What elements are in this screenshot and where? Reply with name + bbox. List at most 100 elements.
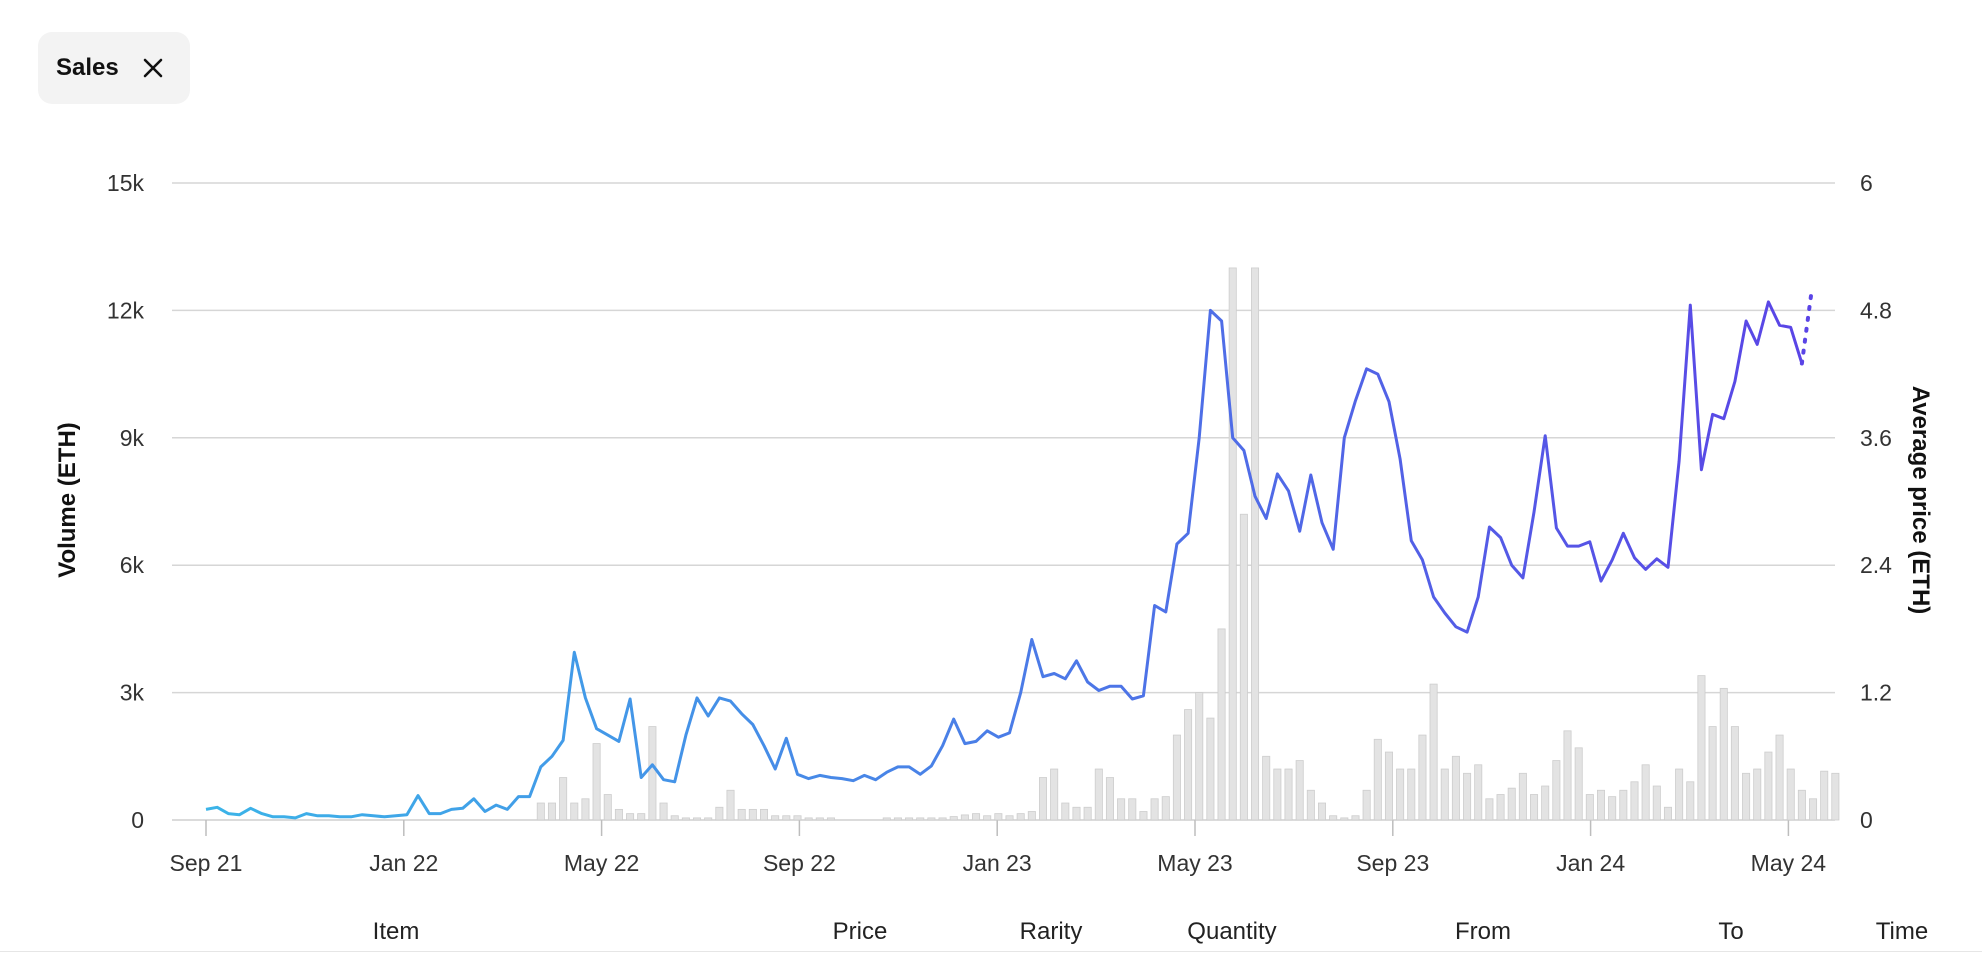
- volume-bar: [592, 743, 601, 821]
- volume-bar: [1284, 768, 1293, 821]
- volume-bar: [1775, 734, 1784, 821]
- volume-bar: [1083, 806, 1092, 821]
- volume-bar: [1172, 734, 1181, 821]
- volume-bar: [570, 802, 579, 821]
- volume-bar: [793, 815, 802, 821]
- volume-bar: [882, 817, 891, 821]
- sales-chart: 0 0 3k 1.2 6k 2.4 9k 3.6 12k 4.8 15k 6 Sep 21 Jan 22 M…: [54, 170, 1934, 876]
- column-header-price[interactable]: Price: [832, 918, 888, 945]
- volume-bar: [1686, 781, 1695, 821]
- volume-bar: [726, 789, 735, 821]
- volume-bar: [1608, 796, 1617, 821]
- volume-bar: [1530, 794, 1539, 821]
- volume-bar: [559, 777, 568, 821]
- volume-bar: [1384, 751, 1393, 821]
- volume-bar: [1072, 806, 1081, 821]
- volume-bar: [1630, 781, 1639, 821]
- table-header-divider: [0, 951, 1982, 952]
- volume-bar: [1251, 267, 1260, 821]
- y-right-tick-label: 6: [1860, 170, 1873, 196]
- y-right-tick-label: 3.6: [1860, 425, 1892, 451]
- volume-bar: [637, 813, 646, 821]
- volume-bar: [1451, 755, 1460, 821]
- volume-bar: [1329, 815, 1338, 821]
- volume-bar: [1206, 717, 1215, 821]
- volume-bar: [1764, 751, 1773, 821]
- volume-bar: [826, 817, 835, 821]
- volume-bar: [547, 802, 556, 821]
- column-header-quantity[interactable]: Quantity: [1187, 918, 1277, 945]
- volume-bar: [960, 814, 969, 821]
- volume-bar: [1184, 709, 1193, 821]
- x-tick-label: Sep 22: [763, 850, 836, 876]
- y-left-tick-label: 0: [131, 807, 144, 833]
- volume-bar: [782, 815, 791, 821]
- x-tick-label: Jan 23: [963, 850, 1032, 876]
- volume-bar: [670, 815, 679, 821]
- volume-bar: [1697, 675, 1706, 821]
- y-left-tick-label: 9k: [120, 425, 145, 451]
- volume-bar: [1396, 768, 1405, 821]
- volume-bar: [1597, 789, 1606, 821]
- column-header-rarity[interactable]: Rarity: [1019, 918, 1083, 945]
- y-right-tick-label: 1.2: [1860, 680, 1892, 706]
- volume-bar: [1619, 789, 1628, 821]
- volume-bar: [1005, 815, 1014, 821]
- y-right-tick-label: 0: [1860, 807, 1873, 833]
- volume-bar: [1474, 764, 1483, 821]
- column-header-from[interactable]: From: [1455, 918, 1511, 945]
- volume-bar: [1139, 811, 1148, 821]
- volume-bar: [1306, 789, 1315, 821]
- volume-bar: [1039, 777, 1048, 821]
- volume-bar: [748, 808, 757, 821]
- volume-bar: [1094, 768, 1103, 821]
- volume-bar: [1730, 726, 1739, 821]
- average-price-line: [205, 300, 1804, 820]
- volume-bar: [1541, 785, 1550, 821]
- volume-bar: [1295, 760, 1304, 821]
- volume-bar: [581, 798, 590, 821]
- volume-bar: [1150, 798, 1159, 821]
- column-header-to[interactable]: To: [1718, 918, 1744, 945]
- volume-bar: [893, 817, 902, 821]
- volume-bar: [1128, 798, 1137, 821]
- volume-bar: [905, 817, 914, 821]
- volume-bar: [704, 817, 713, 821]
- x-tick-label: May 22: [564, 850, 639, 876]
- x-tick-label: May 23: [1157, 850, 1232, 876]
- volume-bar: [1663, 806, 1672, 821]
- volume-bar: [693, 817, 702, 821]
- volume-bar: [1675, 768, 1684, 821]
- column-header-item[interactable]: Item: [372, 918, 420, 945]
- volume-bar: [603, 794, 612, 821]
- volume-bar: [1217, 628, 1226, 821]
- volume-bar: [1820, 770, 1829, 821]
- x-tick-label: May 24: [1751, 850, 1827, 876]
- volume-bar: [737, 808, 746, 821]
- y-axis-right-title: Average price (ETH): [1907, 386, 1934, 615]
- volume-bar: [1563, 730, 1572, 821]
- volume-bar: [536, 802, 545, 821]
- y-left-tick-label: 6k: [120, 552, 145, 578]
- column-header-time[interactable]: Time: [1875, 918, 1929, 945]
- volume-bar: [1440, 768, 1449, 821]
- y-left-tick-label: 15k: [107, 170, 145, 196]
- volume-bar: [1117, 798, 1126, 821]
- volume-bar: [1719, 687, 1728, 821]
- sales-filter-label: Sales: [56, 54, 119, 81]
- sales-filter-chip[interactable]: Sales: [38, 32, 190, 104]
- volume-bar: [614, 808, 623, 821]
- volume-bar: [1340, 817, 1349, 821]
- volume-bar: [715, 806, 724, 821]
- volume-bar: [1585, 794, 1594, 821]
- y-right-tick-label: 4.8: [1860, 297, 1892, 323]
- volume-bar: [1786, 768, 1795, 821]
- projected-price-line: [1799, 287, 1814, 366]
- y-left-tick-label: 12k: [107, 297, 145, 323]
- volume-bar: [1262, 755, 1271, 821]
- volume-bar: [1351, 815, 1360, 821]
- volume-bar: [1518, 772, 1527, 821]
- close-icon[interactable]: [139, 54, 167, 82]
- volume-bar: [1373, 738, 1382, 821]
- volume-bar: [626, 813, 635, 821]
